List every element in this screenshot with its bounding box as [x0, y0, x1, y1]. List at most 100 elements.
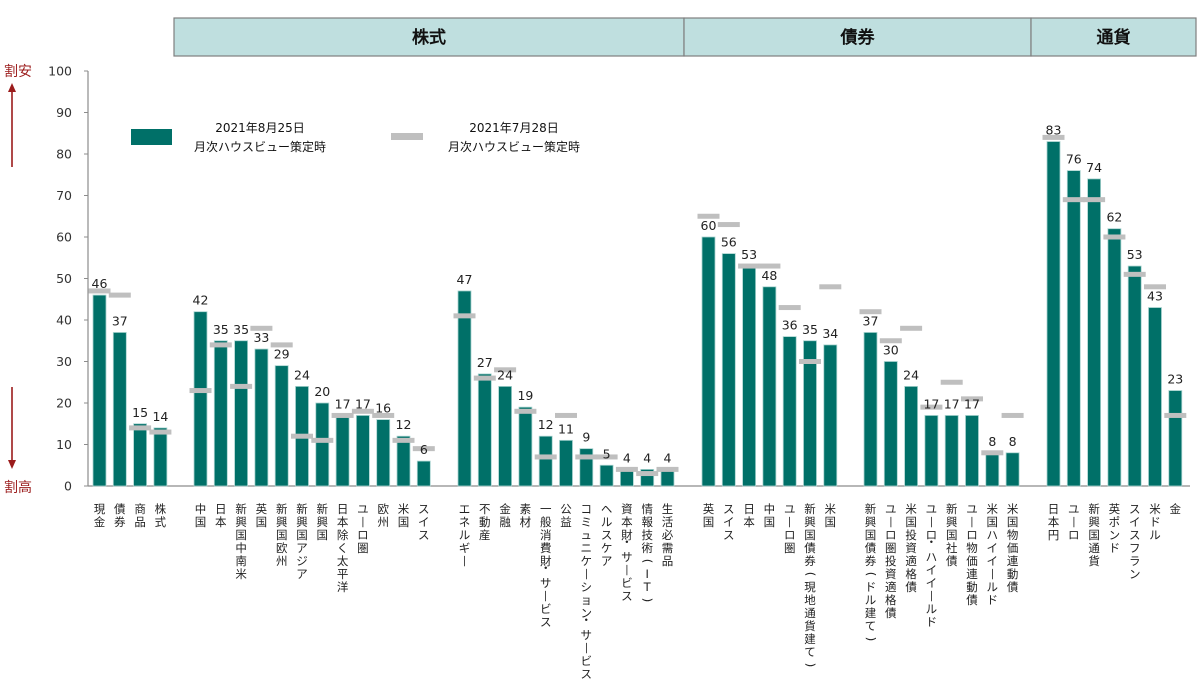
marker-previous [494, 367, 517, 373]
category-label-char: サ [581, 628, 593, 642]
value-label: 17 [944, 396, 960, 411]
category-label-char: ・ [621, 535, 633, 549]
category-label-char: 欧 [276, 541, 288, 555]
category-label-char: 興 [865, 515, 877, 529]
category-label-char: ミ [581, 515, 593, 529]
marker-previous [778, 305, 801, 311]
category-label-char: ン [1109, 528, 1121, 542]
bar-current [153, 427, 168, 487]
marker-previous [372, 412, 395, 418]
category-label-char: 新 [317, 502, 329, 516]
category-label-char: ロ [784, 528, 796, 542]
category-label-char: 物 [1007, 528, 1019, 542]
category-label-char: 国 [764, 515, 776, 529]
category-label-char: ジ [296, 554, 308, 568]
category-label-char: ) [804, 663, 818, 668]
category-label-char: 一 [540, 502, 552, 516]
value-label: 53 [1127, 247, 1143, 262]
bars-layer [92, 141, 1183, 487]
bar-current [477, 373, 492, 487]
marker-previous [108, 292, 131, 298]
category-label-char: — [986, 568, 1000, 580]
category-label: 商品 [134, 502, 146, 529]
marker-previous [656, 466, 679, 472]
marker-previous [636, 471, 659, 477]
category-label-char: く [337, 541, 349, 555]
marker-previous [129, 425, 152, 431]
category-label-char: 適 [905, 554, 917, 568]
category-label-char: 国 [276, 528, 288, 542]
marker-previous [1042, 134, 1065, 140]
category-label-char: 商 [134, 502, 146, 516]
marker-previous [879, 338, 902, 344]
category-label-char: イ [723, 515, 735, 529]
y-tick-label: 40 [56, 313, 72, 328]
value-label: 17 [964, 396, 980, 411]
category-label-char: て [804, 645, 816, 659]
category-label-char: 日 [1048, 502, 1060, 516]
value-label: 12 [396, 417, 412, 432]
bar-current [92, 294, 107, 487]
category-label-char: 新 [296, 502, 308, 516]
category-label-char: 新 [865, 502, 877, 516]
marker-previous [717, 222, 740, 228]
category-label: 日本円 [1048, 502, 1060, 542]
section-header-label: 債券 [840, 27, 876, 48]
value-label: 35 [802, 322, 818, 337]
category-label-char: 投 [885, 554, 897, 568]
category-label-char: イ [926, 563, 938, 577]
marker-previous [392, 437, 415, 443]
category-label-char: 国 [256, 515, 268, 529]
category-label-char: — [539, 590, 553, 602]
category-label-char: 債 [885, 606, 897, 620]
category-label-char: 活 [662, 515, 674, 529]
bar-current [965, 415, 979, 487]
value-label: 11 [558, 421, 574, 436]
category-label-char: — [620, 564, 634, 576]
bar-current [782, 336, 797, 487]
category-label-char: ド [926, 615, 938, 629]
category-label-char: 中 [235, 541, 247, 555]
category-label-char: 般 [540, 515, 552, 529]
category-label-char: ド [1149, 515, 1161, 529]
category-label-char: ョ [581, 593, 593, 607]
category-label-char: 米 [825, 502, 837, 516]
category-label-char: 品 [662, 554, 674, 568]
category-label-char: ス [418, 528, 430, 542]
category-label-char: ネ [459, 515, 471, 529]
bar-current [1168, 390, 1183, 487]
bar-current [213, 340, 228, 487]
bar-current [1127, 265, 1142, 487]
category-label-char: ギ [459, 541, 471, 555]
category-label-char: ル [865, 593, 877, 607]
category-label-char: ユ [784, 502, 796, 516]
category-label-char: ロ [885, 528, 897, 542]
marker-previous [311, 437, 334, 443]
category-label-char: 国 [804, 528, 816, 542]
category-label: ユ—ロ [1067, 502, 1081, 542]
marker-previous [209, 342, 232, 348]
y-axis: 0 10 20 30 40 50 60 70 80 90 100 [48, 64, 1190, 494]
marker-previous [615, 466, 638, 472]
category-label-char: サ [621, 550, 633, 564]
category-label-char: 日 [215, 502, 227, 516]
value-label: 19 [517, 388, 533, 403]
bar-current [274, 365, 289, 487]
y-tick-label: 0 [64, 479, 72, 494]
category-label-char: ン [581, 606, 593, 620]
marker-previous [291, 433, 313, 439]
bar-current [559, 439, 573, 487]
category-label-char: ス [1129, 528, 1141, 542]
bar-current [396, 435, 411, 487]
category-label-char: — [925, 590, 939, 602]
category-label: スイス [723, 502, 735, 542]
category-label-char: 債 [804, 541, 816, 555]
marker-previous [961, 396, 983, 402]
category-label-char: イ [987, 554, 999, 568]
value-label: 43 [1147, 289, 1163, 304]
bar-current [518, 406, 533, 487]
category-label-char: 地 [804, 593, 816, 607]
category-label-char: — [458, 555, 472, 567]
